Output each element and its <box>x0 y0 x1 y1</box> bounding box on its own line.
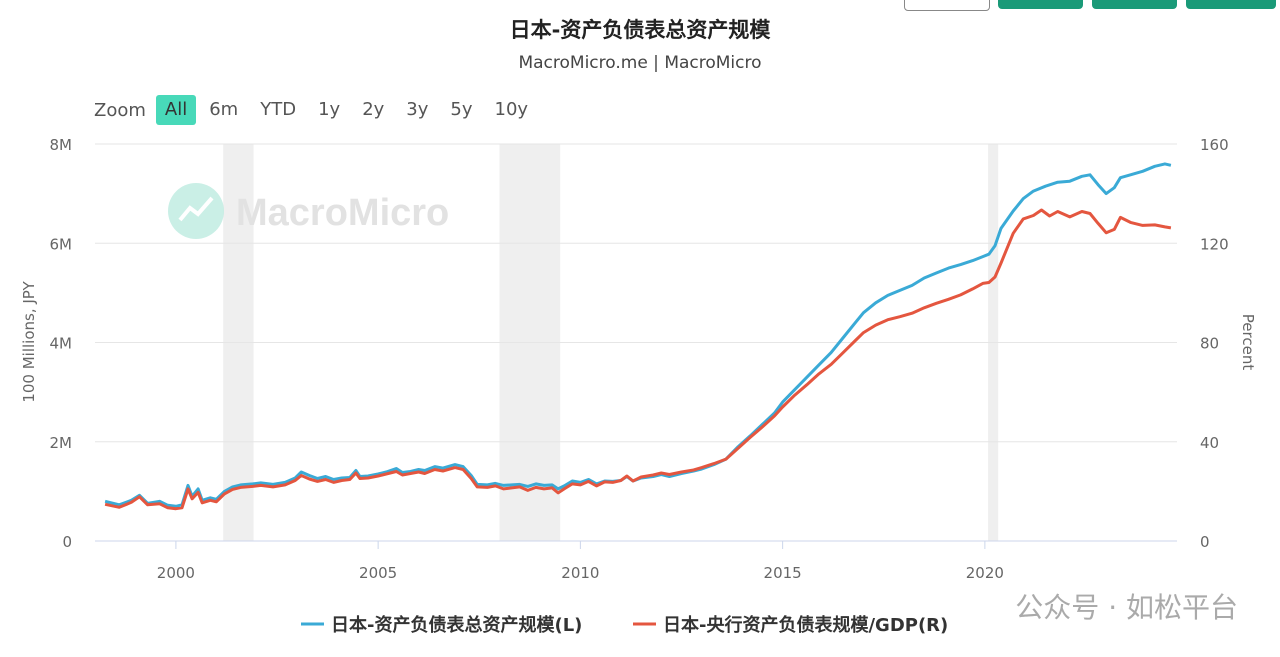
right-tick-label: 160 <box>1200 136 1229 154</box>
watermark-chart-icon <box>178 196 214 222</box>
left-tick-label: 8M <box>50 136 73 154</box>
zoom-10y-button[interactable]: 10y <box>494 99 529 120</box>
legend[interactable]: 日本-资产负债表总资产规模(L) 日本-央行资产负债表规模/GDP(R) <box>301 614 948 636</box>
x-axis-ticks: 2000 2005 2010 2015 2020 <box>95 540 1177 582</box>
x-tick-label: 2010 <box>561 564 599 582</box>
export-menu-button[interactable] <box>904 0 990 11</box>
left-axis-ticks: 0 2M 4M 6M 8M <box>50 136 73 551</box>
x-tick-label: 2020 <box>966 564 1004 582</box>
zoom-all-button[interactable]: All <box>155 95 197 125</box>
chart-title: 日本-资产负债表总资产规模 <box>509 18 771 42</box>
right-tick-label: 0 <box>1200 533 1210 551</box>
chart-subtitle: MacroMicro.me | MacroMicro <box>518 53 762 73</box>
action-button-2[interactable] <box>1092 0 1177 9</box>
zoom-6m-button[interactable]: 6m <box>209 99 239 120</box>
left-tick-label: 6M <box>50 235 73 253</box>
zoom-label: Zoom <box>94 99 146 121</box>
left-tick-label: 4M <box>50 335 73 353</box>
left-axis-label: 100 Millions, JPY <box>20 280 38 402</box>
zoom-5y-button[interactable]: 5y <box>450 99 473 120</box>
right-tick-label: 120 <box>1200 235 1229 253</box>
x-tick-label: 2005 <box>359 564 397 582</box>
right-axis-ticks: 0 40 80 120 160 <box>1200 136 1229 551</box>
zoom-3y-button[interactable]: 3y <box>406 99 429 120</box>
x-tick-label: 2000 <box>157 564 195 582</box>
legend-item-right: 日本-央行资产负债表规模/GDP(R) <box>663 614 948 636</box>
zoom-ytd-button[interactable]: YTD <box>260 99 297 120</box>
series-line-total-assets[interactable] <box>104 162 1172 508</box>
left-tick-label: 0 <box>62 533 72 551</box>
right-tick-label: 80 <box>1200 335 1219 353</box>
series-line-assets-to-gdp[interactable] <box>104 208 1172 511</box>
macromicro-watermark: MacroMicro <box>168 183 449 239</box>
zoom-bar: Zoom All 6m YTD 1y 2y 3y 5y 10y <box>94 95 541 125</box>
wechat-watermark: 公众号 · 如松平台 <box>1015 591 1238 624</box>
zoom-1y-button[interactable]: 1y <box>318 99 341 120</box>
right-axis-label: Percent <box>1239 314 1257 371</box>
legend-item-left: 日本-资产负债表总资产规模(L) <box>331 614 582 636</box>
series-lines <box>104 162 1172 511</box>
zoom-2y-button[interactable]: 2y <box>362 99 385 120</box>
action-button-3[interactable] <box>1186 0 1276 9</box>
left-tick-label: 2M <box>50 434 73 452</box>
x-tick-label: 2015 <box>764 564 802 582</box>
watermark-text: MacroMicro <box>236 192 449 234</box>
right-tick-label: 40 <box>1200 434 1219 452</box>
action-button-1[interactable] <box>998 0 1083 9</box>
